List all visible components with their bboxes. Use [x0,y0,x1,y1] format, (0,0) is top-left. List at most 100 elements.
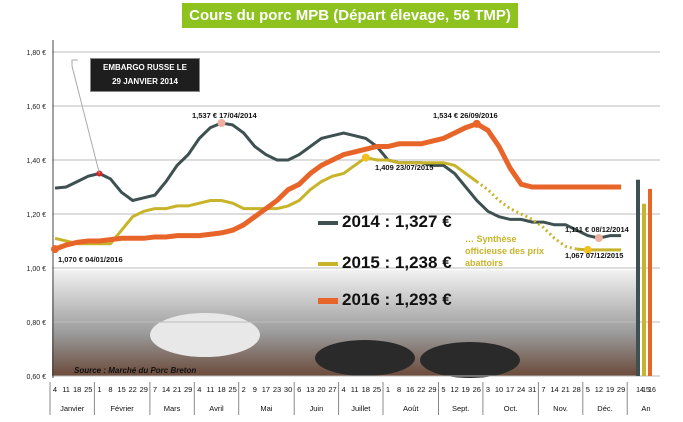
month-label: Mai [260,404,272,413]
annual-tick-label: 15 [642,387,650,394]
x-tick-label: 29 [184,385,192,394]
month-label: Nov. [553,404,568,413]
legend-label: 2014 : 1,327 € [342,212,452,231]
annotation-label: 1,537 € 17/04/2014 [192,111,257,120]
annotation-label: 1,534 € 26/09/2016 [433,111,498,120]
annotation-label: 1,070 € 04/01/2016 [58,255,123,264]
series-line-2016 [54,121,622,252]
computer-mouse [420,342,520,378]
x-tick-label: 6 [297,385,301,394]
month-label: Mars [164,404,181,413]
x-tick-label: 1 [97,385,101,394]
legend-2016: 2016 : 1,293 € [318,290,452,310]
x-tick-label: 8 [397,385,401,394]
annotation-label: 1,111 € 08/12/2014 [565,225,630,234]
synthese-note: … Synthèse officieuse des prix abattoirs [465,234,545,268]
x-tick-label: 5 [441,385,445,394]
source-note: Source : Marché du Porc Breton [74,366,197,375]
x-tick-label: 19 [606,385,614,394]
annual-tick-label: 16 [648,387,656,394]
annual-tick-label: 14 [636,387,644,394]
x-tick-label: 10 [495,385,503,394]
x-tick-label: 4 [197,385,201,394]
x-tick-label: 4 [53,385,57,394]
embargo-annotation: EMBARGO RUSSE LE 29 JANVIER 2014 [90,58,200,92]
legend-label: 2016 : 1,293 € [342,290,452,309]
x-tick-label: 31 [528,385,536,394]
x-tick-label: 29 [140,385,148,394]
x-tick-label: 29 [428,385,436,394]
x-tick-label: 4 [342,385,346,394]
x-tick-label: 24 [517,385,525,394]
x-tick-label: 11 [207,385,215,394]
x-tick-label: 30 [284,385,292,394]
x-tick-label: 18 [217,385,225,394]
series-line-dotted-2015 [475,180,578,251]
y-tick-label: 0,60 € [27,374,47,381]
x-tick-label: 16 [406,385,414,394]
x-tick-label: 25 [373,385,381,394]
x-tick-label: 17 [262,385,270,394]
x-tick-label: 15 [117,385,125,394]
chart-title: Cours du porc MPB (Départ élevage, 56 TM… [182,3,518,28]
legend-label: 2015 : 1,238 € [342,253,452,272]
annual-bar-2014 [636,179,640,376]
x-tick-label: 26 [473,385,481,394]
annual-bar-2015 [642,203,646,376]
x-tick-label: 7 [541,385,545,394]
x-tick-label: 28 [573,385,581,394]
annotation-marker [51,245,59,254]
annotation-label: 1,409 23/07/2015 [375,163,433,172]
x-tick-label: 29 [617,385,625,394]
x-tick-label: 17 [506,385,514,394]
y-tick-label: 1,80 € [27,50,47,57]
x-tick-label: 3 [486,385,490,394]
y-tick-label: 1,20 € [27,212,47,219]
legend-swatch [318,261,338,266]
x-tick-label: 11 [62,385,70,394]
x-tick-label: 2 [242,385,246,394]
x-tick-label: 5 [586,385,590,394]
x-tick-label: 19 [462,385,470,394]
month-label: Sept. [452,404,470,413]
embargo-pointer [71,59,100,174]
legend-swatch [318,297,338,304]
x-tick-label: 22 [129,385,137,394]
x-tick-label: 21 [561,385,569,394]
month-label: Février [110,404,134,413]
month-label: Oct. [504,404,518,413]
annotation-label: 1,067 07/12/2015 [565,251,623,260]
legend-2015: 2015 : 1,238 € [318,253,452,273]
legend-2014: 2014 : 1,327 € [318,212,452,232]
x-tick-label: 25 [84,385,92,394]
y-tick-label: 1,40 € [27,158,47,165]
x-tick-label: 12 [450,385,458,394]
y-tick-label: 0,80 € [27,320,47,327]
annotation-marker [583,245,592,254]
computer-mouse [315,340,415,376]
x-tick-label: 25 [228,385,236,394]
month-label: Juillet [351,404,371,413]
embargo-line1: EMBARGO RUSSE LE [102,63,187,72]
x-tick-label: 23 [273,385,281,394]
x-tick-label: 12 [595,385,603,394]
x-tick-label: 11 [351,385,359,394]
x-tick-label: 21 [173,385,181,394]
annotation-marker [217,119,226,128]
x-tick-label: 22 [417,385,425,394]
month-label: Janvier [60,404,85,413]
legend-swatch [318,220,338,225]
x-tick-label: 1 [386,385,390,394]
embargo-line2: 29 JANVIER 2014 [112,77,178,86]
x-tick-label: 18 [362,385,370,394]
x-tick-label: 20 [317,385,325,394]
annual-bar-2016 [648,188,652,376]
series-line-2014 [54,121,622,240]
annotation-marker [361,153,370,162]
series-line-2015 [576,247,622,252]
x-tick-label: 8 [108,385,112,394]
x-tick-label: 27 [328,385,336,394]
x-tick-label: 14 [550,385,558,394]
month-label: Avril [209,404,224,413]
